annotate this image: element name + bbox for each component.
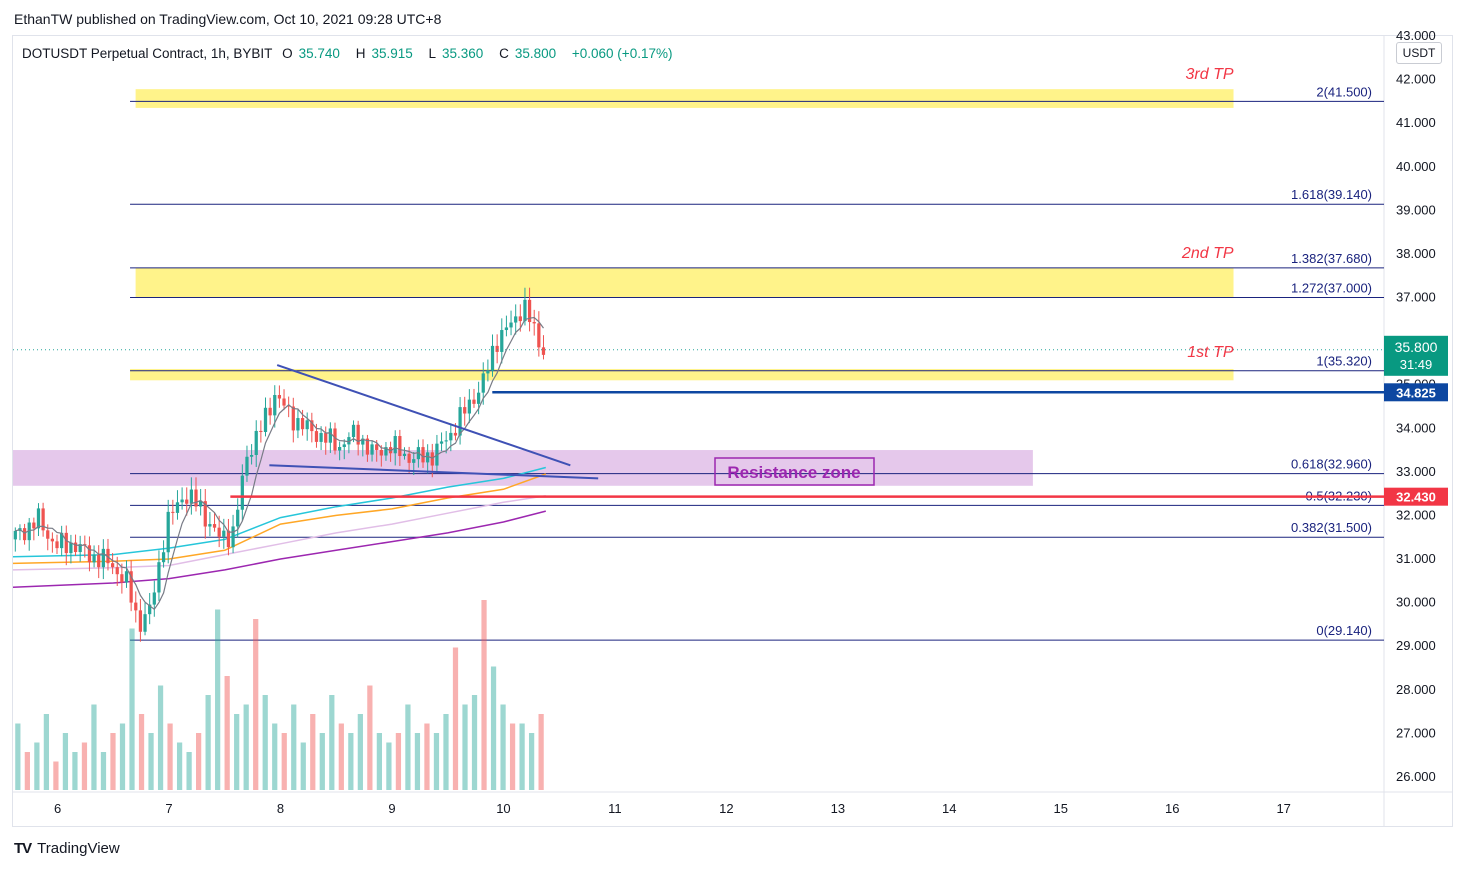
brand-name: TradingView <box>37 840 120 857</box>
publisher-caption: EthanTW published on TradingView.com, Oc… <box>14 11 442 27</box>
tradingview-logo[interactable]: TV TradingView <box>14 840 120 857</box>
chart-frame <box>12 35 1453 827</box>
symbol-name[interactable]: DOTUSDT Perpetual Contract, 1h, BYBIT <box>22 46 273 61</box>
currency-button[interactable]: USDT <box>1396 42 1442 64</box>
tradingview-logo-icon: TV <box>14 840 32 857</box>
ohlc-close: C 35.800 <box>499 46 557 61</box>
ohlc-high: H 35.915 <box>355 46 413 61</box>
price-change: +0.060 (+0.17%) <box>571 46 673 61</box>
ohlc-low: L 35.360 <box>428 46 484 61</box>
ohlc-open: O 35.740 <box>282 46 340 61</box>
